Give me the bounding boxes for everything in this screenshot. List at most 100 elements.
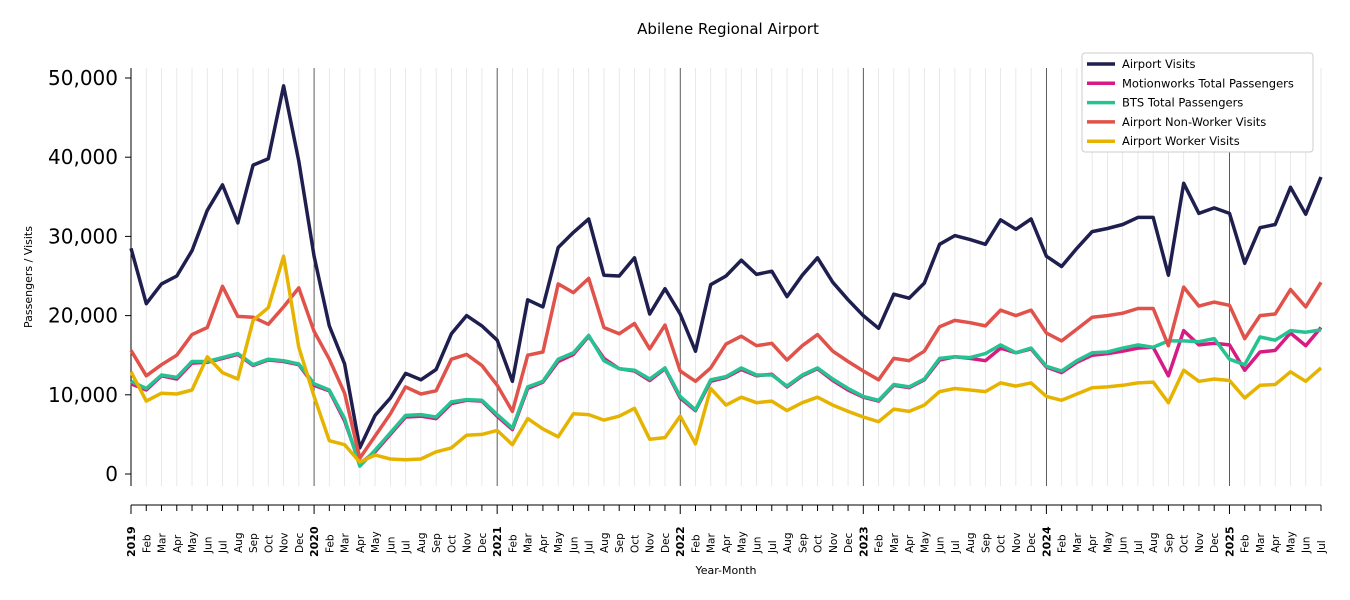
x-tick-label: Dec	[477, 532, 489, 553]
x-tick-label: Sep	[1163, 533, 1175, 553]
x-tick-label: Dec	[1209, 532, 1221, 553]
y-tick-label: 40,000	[48, 145, 118, 169]
x-tick-label: Aug	[599, 532, 611, 553]
x-tick-label: Dec	[294, 532, 306, 553]
x-tick-label: Nov	[1011, 533, 1023, 554]
x-tick-label: Apr	[904, 534, 916, 553]
x-axis: 2019 Feb Mar Apr May Jun Jul Aug Sep Oct Nov Dec 202…	[125, 504, 1328, 557]
y-tick-label: 0	[105, 462, 118, 486]
x-tick-label: 2021	[491, 526, 504, 557]
x-tick-label: Mar	[340, 533, 352, 553]
x-tick-label: Oct	[813, 535, 825, 553]
x-tick-label: Aug	[1148, 532, 1160, 553]
y-axis-label: Passengers / Visits	[22, 226, 35, 328]
x-tick-label: May	[919, 531, 931, 553]
x-tick-label: Oct	[996, 535, 1008, 553]
x-tick-label: Mar	[889, 533, 901, 553]
x-tick-label: Sep	[431, 533, 443, 553]
x-tick-label: Jul	[584, 540, 596, 554]
x-tick-label: May	[187, 531, 199, 553]
legend-box	[1081, 52, 1314, 153]
x-tick-label: Aug	[416, 532, 428, 553]
x-tick-label: Jun	[1301, 537, 1313, 554]
x-tick-label: Nov	[279, 533, 291, 554]
legend-label: Airport Worker Visits	[1122, 134, 1240, 148]
legend-label: BTS Total Passengers	[1122, 96, 1243, 110]
x-tick-label: Jul	[401, 540, 413, 554]
x-tick-label: Sep	[980, 533, 992, 553]
legend-label: Airport Non-Worker Visits	[1122, 115, 1266, 129]
x-tick-label: Oct	[1179, 535, 1191, 553]
x-tick-label: Jun	[202, 537, 214, 554]
x-tick-label: May	[1285, 531, 1297, 553]
x-tick-label: Mar	[1255, 533, 1267, 553]
x-tick-label: Apr	[172, 534, 184, 553]
legend-label: Motionworks Total Passengers	[1122, 76, 1294, 90]
y-tick-label: 30,000	[48, 224, 118, 248]
x-tick-label: Mar	[1072, 533, 1084, 553]
x-tick-label: 2019	[125, 526, 138, 557]
x-tick-label: Jul	[1316, 540, 1328, 554]
y-axis: 0 10,000 20,000 30,000 40,000 50,000	[48, 66, 132, 486]
x-tick-label: Sep	[614, 533, 626, 553]
x-tick-label: Feb	[324, 534, 336, 553]
y-tick-label: 10,000	[48, 383, 118, 407]
x-tick-label: May	[736, 531, 748, 553]
x-tick-label: May	[1102, 531, 1114, 553]
x-axis-label: Year-Month	[694, 564, 756, 577]
series-line-airport-non-worker-visits	[129, 276, 1323, 460]
x-tick-label: 2022	[674, 526, 687, 557]
x-tick-label: Feb	[507, 534, 519, 553]
x-tick-label: 2025	[1223, 526, 1236, 557]
x-tick-label: Sep	[797, 533, 809, 553]
x-tick-label: Nov	[1194, 533, 1206, 554]
x-tick-label: Oct	[263, 535, 275, 553]
x-tick-label: Aug	[233, 532, 245, 553]
gridlines	[130, 68, 1322, 486]
series-line-airport-visits	[129, 84, 1323, 450]
series-line-bts-total-passengers	[130, 328, 1322, 468]
legend-label: Airport Visits	[1122, 57, 1196, 71]
y-tick-label: 20,000	[48, 304, 118, 328]
series-line-airport-worker-visits	[129, 254, 1323, 464]
x-tick-label: Jun	[568, 537, 580, 554]
x-tick-label: Oct	[446, 535, 458, 553]
x-tick-label: Aug	[965, 532, 977, 553]
x-tick-label: Feb	[141, 534, 153, 553]
x-tick-label: Jun	[385, 537, 397, 554]
x-tick-label: Feb	[1240, 534, 1252, 553]
x-tick-label: Apr	[538, 534, 550, 553]
x-tick-label: Sep	[248, 533, 260, 553]
x-tick-label: Jun	[1118, 537, 1130, 554]
x-tick-label: Mar	[157, 533, 169, 553]
x-tick-label: Jun	[935, 537, 947, 554]
x-tick-label: Nov	[828, 533, 840, 554]
x-tick-label: Jun	[752, 537, 764, 554]
x-tick-label: 2024	[1040, 526, 1053, 557]
x-tick-label: Dec	[843, 532, 855, 553]
x-tick-label: May	[553, 531, 565, 553]
chart-title: Abilene Regional Airport	[637, 20, 819, 38]
x-tick-label: 2023	[857, 526, 870, 557]
x-tick-label: Dec	[1026, 532, 1038, 553]
x-tick-label: 2020	[308, 526, 321, 557]
x-tick-label: Nov	[645, 533, 657, 554]
x-tick-label: Mar	[523, 533, 535, 553]
x-tick-label: Mar	[706, 533, 718, 553]
x-tick-label: Oct	[629, 535, 641, 553]
x-tick-label: Apr	[355, 534, 367, 553]
x-tick-label: Apr	[721, 534, 733, 553]
x-tick-label: Feb	[1057, 534, 1069, 553]
x-tick-label: Jul	[218, 540, 230, 554]
x-tick-label: Aug	[782, 532, 794, 553]
x-tick-label: May	[370, 531, 382, 553]
legend: Airport Visits Motionworks Total Passenge…	[1081, 52, 1314, 153]
x-tick-label: Nov	[462, 533, 474, 554]
x-tick-label: Feb	[874, 534, 886, 553]
x-tick-label: Jul	[950, 540, 962, 554]
x-tick-label: Dec	[660, 532, 672, 553]
y-tick-label: 50,000	[48, 66, 118, 90]
x-tick-label: Apr	[1087, 534, 1099, 553]
x-tick-label: Feb	[690, 534, 702, 553]
